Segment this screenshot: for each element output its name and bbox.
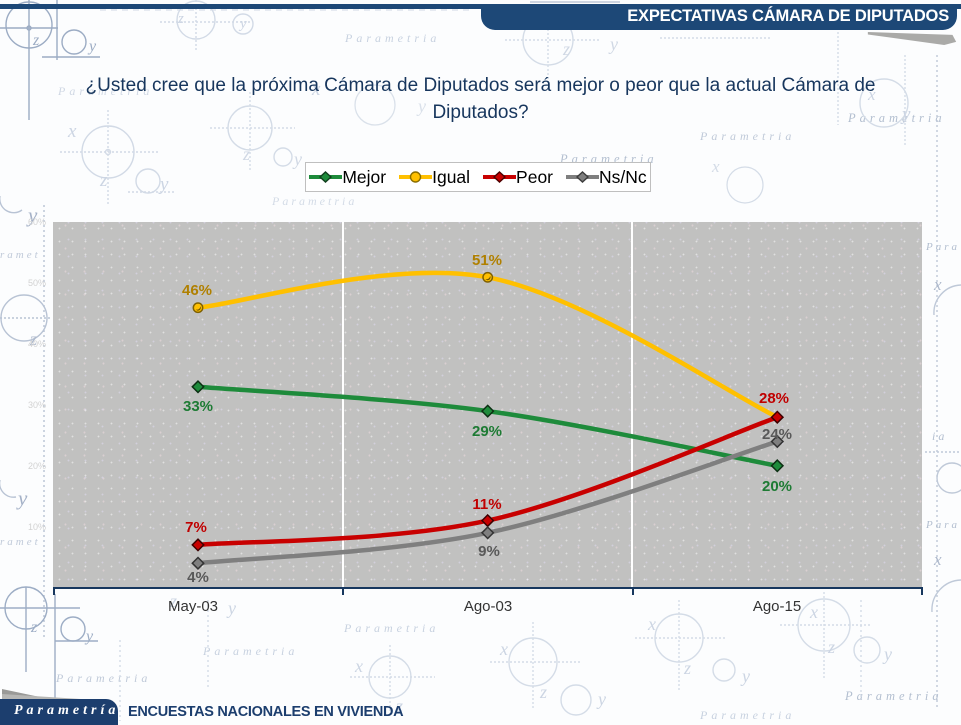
- svg-text:x: x: [933, 275, 942, 294]
- svg-text:z: z: [827, 637, 835, 657]
- svg-text:y: y: [158, 174, 169, 195]
- svg-text:z: z: [29, 329, 37, 349]
- svg-text:x: x: [499, 639, 508, 659]
- svg-text:y: y: [608, 34, 618, 54]
- svg-text:y: y: [16, 486, 28, 510]
- svg-text:y: y: [416, 96, 426, 116]
- svg-text:z: z: [539, 682, 547, 702]
- svg-text:y: y: [882, 644, 892, 664]
- svg-text:Parametria: Parametria: [202, 644, 298, 658]
- svg-text:z: z: [30, 619, 38, 636]
- svg-text:Parametria: Parametria: [271, 194, 357, 208]
- svg-text:Parametria: Parametria: [847, 111, 946, 125]
- svg-text:y: y: [87, 38, 97, 55]
- svg-text:Parametria: Parametria: [344, 31, 440, 45]
- svg-text:y: y: [596, 689, 606, 709]
- svg-text:Parametria: Parametria: [699, 129, 795, 143]
- svg-text:y: y: [226, 598, 236, 618]
- svg-text:z: z: [242, 144, 250, 164]
- svg-text:z: z: [177, 11, 184, 27]
- svg-text:Parametria: Parametria: [343, 621, 439, 635]
- svg-text:x: x: [711, 157, 720, 176]
- svg-text:ramet: ramet: [0, 249, 41, 261]
- svg-text:Para: Para: [925, 519, 960, 531]
- svg-text:x: x: [647, 614, 656, 634]
- svg-text:z: z: [683, 658, 691, 678]
- svg-text:z: z: [169, 591, 177, 611]
- svg-text:Parametria: Parametria: [699, 708, 795, 721]
- svg-text:x: x: [809, 602, 818, 622]
- svg-text:x: x: [311, 79, 321, 100]
- svg-text:y: y: [740, 666, 750, 686]
- svg-text:ia: ia: [932, 429, 947, 443]
- svg-text:y: y: [84, 628, 94, 645]
- svg-text:y: y: [238, 16, 247, 32]
- svg-text:y: y: [900, 104, 911, 125]
- svg-text:z: z: [99, 170, 108, 191]
- svg-text:Parametria: Parametria: [844, 689, 943, 703]
- svg-text:ramet: ramet: [0, 536, 41, 548]
- svg-text:Para: Para: [925, 241, 960, 253]
- svg-text:y: y: [292, 149, 302, 169]
- svg-text:x: x: [933, 550, 942, 569]
- svg-text:x: x: [354, 656, 363, 676]
- svg-text:z: z: [32, 32, 40, 49]
- svg-text:Parametria: Parametria: [55, 671, 151, 685]
- svg-text:z: z: [562, 39, 570, 59]
- svg-text:Parametria: Parametria: [57, 84, 153, 98]
- svg-text:z: z: [395, 696, 403, 716]
- svg-text:x: x: [867, 85, 876, 104]
- svg-text:y: y: [26, 203, 38, 227]
- svg-text:x: x: [67, 121, 77, 142]
